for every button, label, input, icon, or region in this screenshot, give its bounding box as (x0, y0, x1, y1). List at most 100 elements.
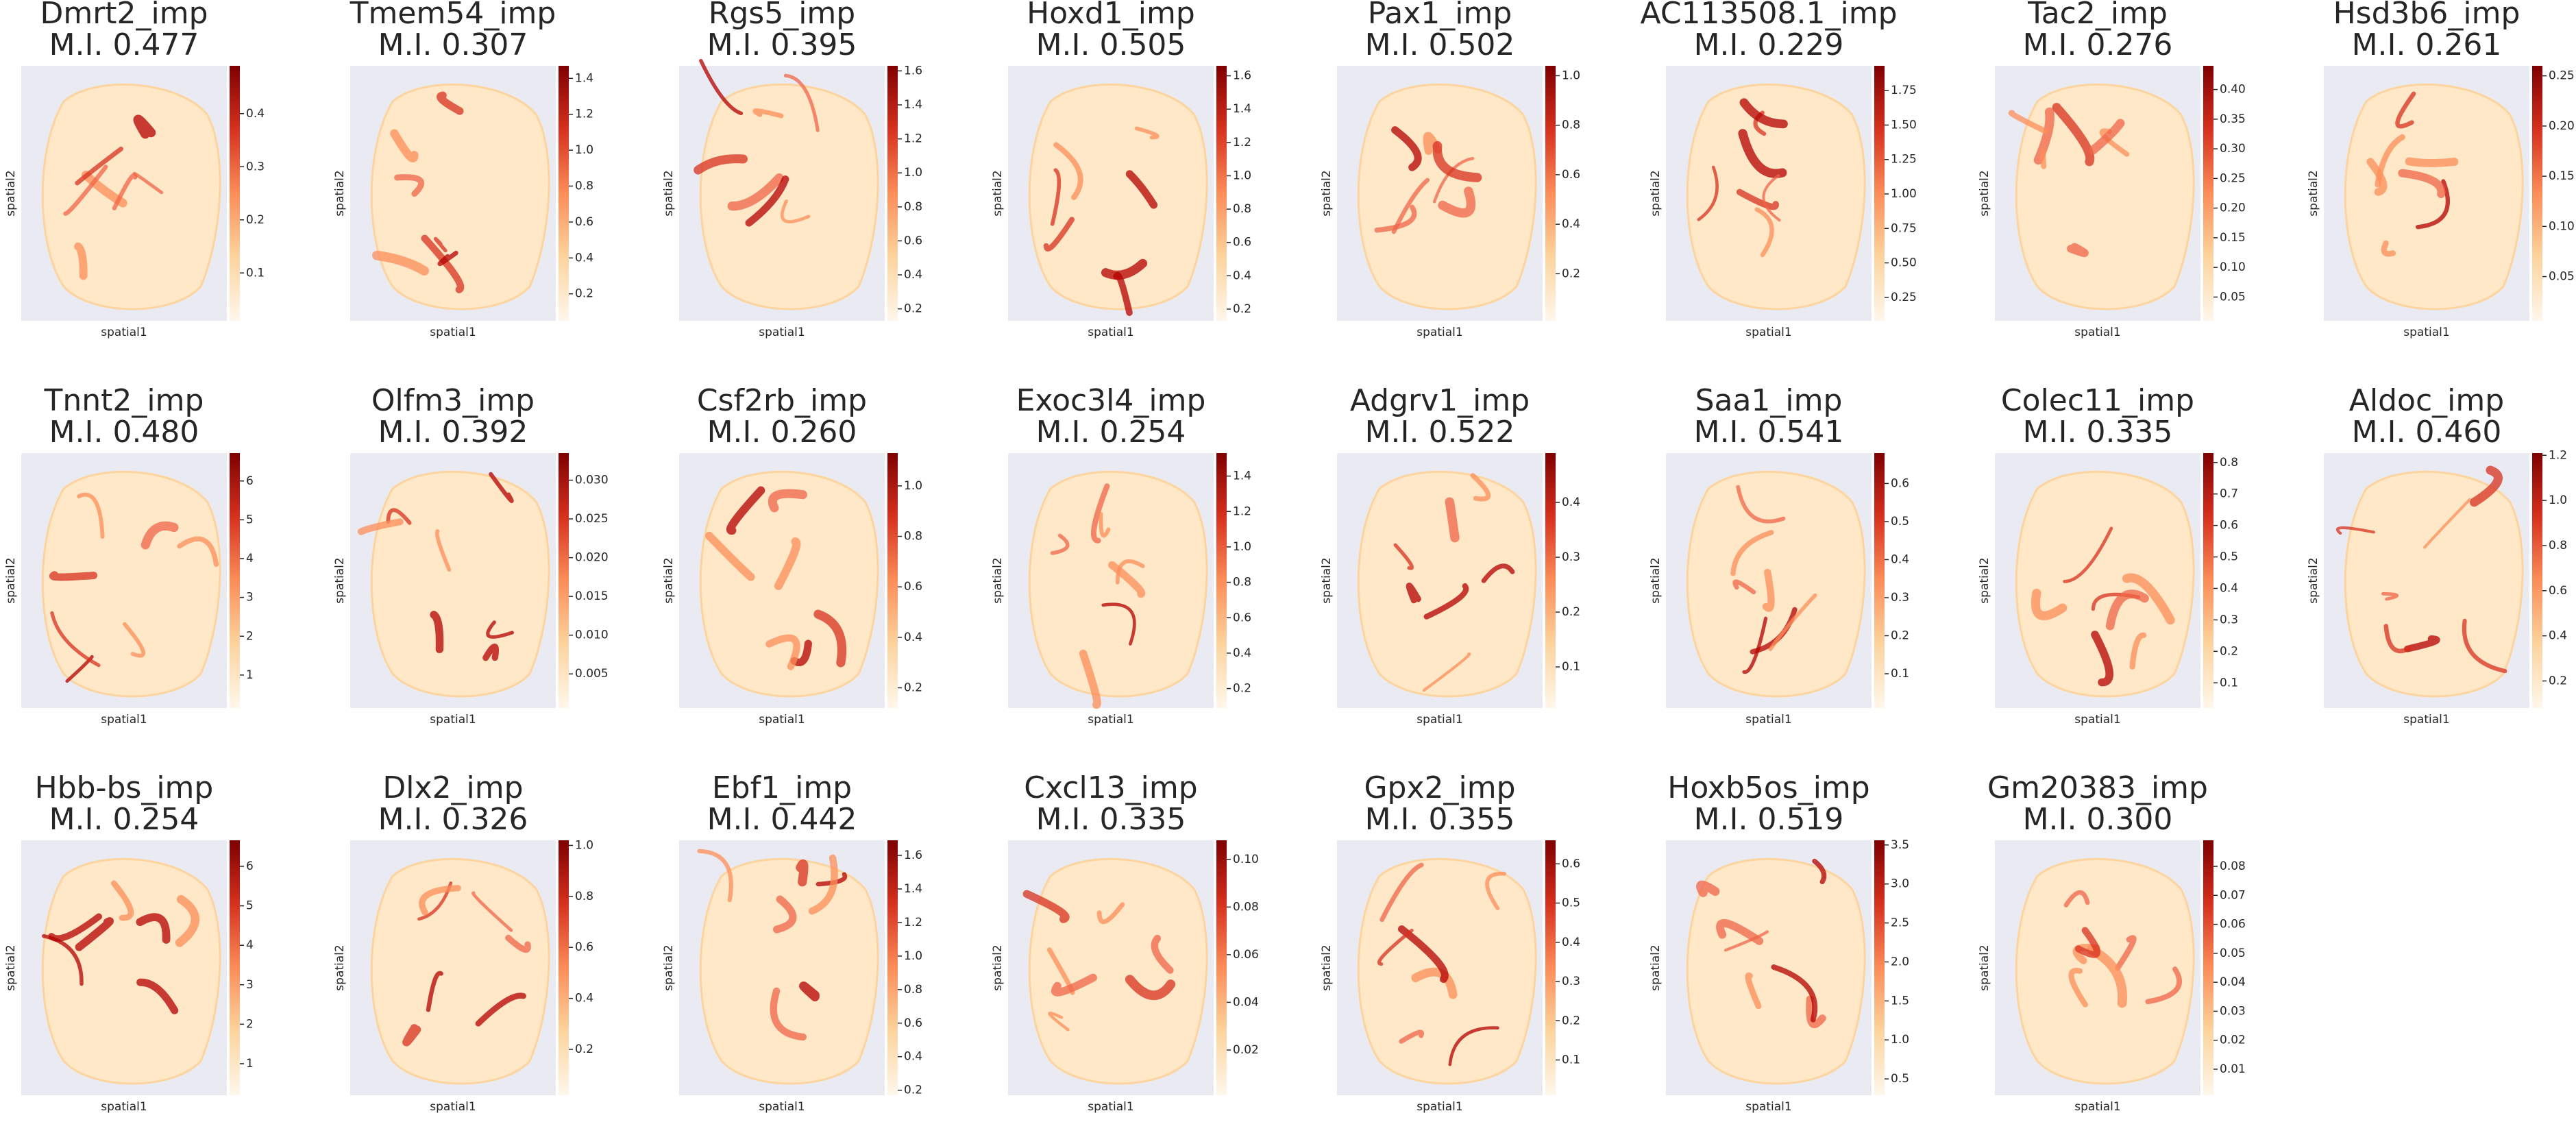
x-axis-label: spatial1 (1745, 326, 1791, 339)
y-axis-label: spatial2 (4, 557, 18, 603)
colorbar (1874, 66, 1885, 321)
colorbar-tick-label: 0.8 (575, 890, 593, 903)
panel-title: Csf2rb_imp (697, 383, 867, 418)
panel-subtitle: M.I. 0.229 (1694, 27, 1844, 62)
colorbar (1874, 840, 1885, 1095)
colorbar-tick-label: 1.00 (1891, 187, 1917, 201)
expression-pattern (1768, 593, 1817, 651)
expression-pattern (434, 236, 447, 253)
y-axis-label: spatial2 (1649, 944, 1663, 990)
panel-title: Hoxb5os_imp (1667, 770, 1869, 805)
colorbar-tick-label: 0.7 (2220, 487, 2238, 501)
colorbar-tick-label: 0.6 (904, 580, 922, 594)
colorbar-tick-label: 0.4 (1233, 269, 1251, 282)
colorbar-tick-label: 0.5 (1891, 1072, 1909, 1086)
expression-pattern (390, 129, 419, 162)
colorbar-tick-label: 0.25 (2549, 69, 2575, 83)
expression-pattern (74, 242, 88, 280)
expression-pattern (1377, 928, 1414, 966)
panel-subtitle: M.I. 0.307 (378, 27, 528, 62)
colorbar-tick-label: 0.6 (575, 940, 593, 954)
expression-pattern (1151, 934, 1174, 974)
expression-pattern (2366, 158, 2388, 196)
panel-title: Aldoc_imp (2349, 383, 2504, 418)
expression-pattern (1732, 579, 1756, 595)
expression-pattern (1391, 126, 1422, 171)
colorbar-tick-label: 0.3 (1891, 591, 1909, 605)
colorbar (2203, 453, 2213, 708)
colorbar-tick-label: 0.6 (575, 215, 593, 229)
expression-pattern (471, 891, 513, 932)
panel-subtitle: M.I. 0.326 (378, 802, 528, 837)
panel-subtitle: M.I. 0.395 (707, 27, 857, 62)
expression-pattern (48, 913, 103, 942)
colorbar-tick-label: 0.4 (2549, 629, 2567, 643)
colorbar-tick-label: 0.4 (1233, 646, 1251, 660)
expression-pattern (2105, 589, 2149, 631)
expression-pattern (1374, 204, 1417, 233)
expression-pattern (2008, 110, 2049, 135)
colorbar-tick-label: 1.0 (2549, 493, 2567, 507)
expression-pattern (1101, 258, 1148, 280)
y-axis-label: spatial2 (333, 944, 347, 990)
expression-pattern (1470, 473, 1491, 502)
colorbar-tick-label: 0.005 (575, 667, 609, 681)
colorbar-tick-label: 1.6 (904, 64, 922, 77)
expression-pattern (1051, 973, 1097, 997)
colorbar-tick-label: 0.10 (1233, 853, 1259, 866)
y-axis-label: spatial2 (662, 944, 676, 990)
colorbar-tick-label: 0.30 (2220, 142, 2246, 156)
y-axis-label: spatial2 (4, 170, 18, 216)
expression-pattern (1397, 925, 1449, 984)
expression-pattern (2115, 935, 2137, 971)
colorbar-tick-label: 0.06 (2220, 918, 2246, 931)
colorbar-tick-label: 1.0 (904, 166, 922, 180)
colorbar-tick-label: 0.025 (575, 512, 609, 526)
colorbar-tick-label: 1.2 (904, 132, 922, 146)
expression-pattern (1736, 188, 1779, 210)
expression-pattern (1697, 165, 1719, 221)
panel-subtitle: M.I. 0.505 (1036, 27, 1186, 62)
colorbar-tick-label: 0.2 (2220, 644, 2238, 658)
expression-pattern (175, 894, 200, 947)
expression-pattern (1742, 616, 1768, 674)
panel-title: Saa1_imp (1695, 383, 1843, 418)
colorbar-tick-label: 0.02 (1233, 1043, 1259, 1057)
colorbar-tick-label: 0.02 (2220, 1034, 2246, 1047)
colorbar-tick-label: 0.08 (2220, 859, 2246, 873)
panel-subtitle: M.I. 0.335 (2023, 415, 2173, 450)
expression-pattern (2066, 243, 2089, 257)
expression-pattern (1736, 485, 1786, 524)
colorbar-tick-label: 0.8 (2220, 456, 2238, 469)
colorbar (2203, 840, 2213, 1095)
expression-pattern (2404, 635, 2440, 653)
panel-title: Colec11_imp (2001, 383, 2194, 418)
colorbar-tick-label: 0.04 (2220, 975, 2246, 989)
colorbar-tick-label: 0.6 (904, 1016, 922, 1030)
panel-title: Tnnt2_imp (44, 383, 204, 418)
expression-pattern (2068, 967, 2088, 1008)
x-axis-label: spatial1 (101, 326, 147, 339)
colorbar-tick-label: 0.2 (1233, 302, 1251, 316)
expression-pattern (1485, 871, 1506, 910)
colorbar-tick-label: 0.2 (1891, 629, 1909, 643)
tissue (41, 857, 221, 1085)
expression-pattern (1096, 902, 1125, 925)
expression-pattern (1043, 217, 1075, 252)
colorbar-tick-label: 0.8 (2549, 539, 2567, 552)
x-axis-label: spatial1 (430, 713, 476, 727)
tissue (1686, 83, 1866, 310)
colorbar (1545, 66, 1556, 321)
panel-title: Hoxd1_imp (1027, 0, 1195, 31)
panel-subtitle: M.I. 0.355 (1365, 802, 1515, 837)
colorbar-tick-label: 0.75 (1891, 221, 1917, 235)
colorbar-tick-label: 0.25 (1891, 291, 1917, 304)
colorbar (2532, 453, 2542, 708)
